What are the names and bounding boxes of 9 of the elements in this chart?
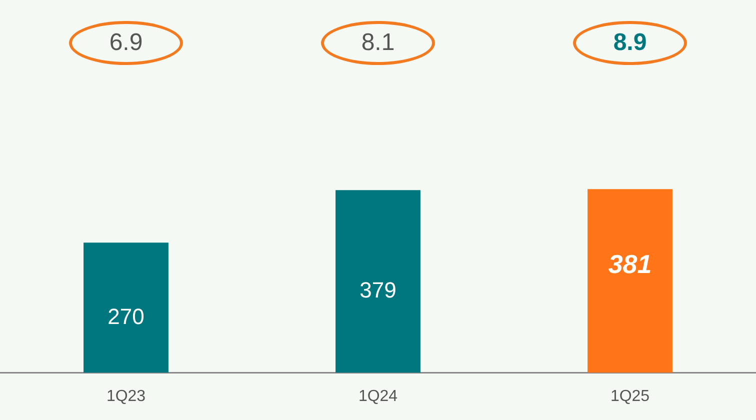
text: 6.9	[109, 29, 143, 57]
x-tick-label: 1Q25	[610, 388, 650, 405]
data-label: 270	[108, 304, 144, 329]
text: 8.9	[613, 29, 647, 57]
text: 8.1	[361, 29, 395, 57]
data-label: 381	[608, 249, 652, 280]
x-tick-label: 1Q24	[358, 388, 398, 405]
data-label: 379	[360, 278, 396, 303]
x-tick-label: 1Q23	[106, 388, 146, 405]
